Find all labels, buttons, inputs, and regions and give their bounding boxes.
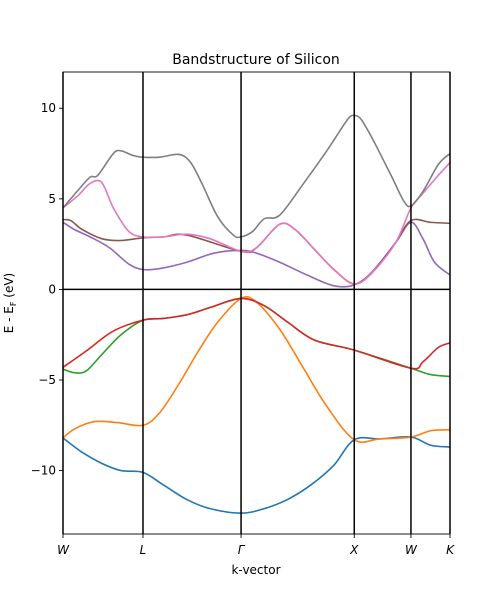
band-line-5 xyxy=(63,221,450,288)
y-axis-label-main: E - E xyxy=(2,306,16,333)
y-tick-label: 0 xyxy=(48,282,56,296)
y-tick-label: −5 xyxy=(38,373,56,387)
y-axis-label-subscript: F xyxy=(9,301,18,306)
x-tick-label: W xyxy=(57,543,70,557)
y-tick-label: 10 xyxy=(41,101,56,115)
x-tick-label: K xyxy=(446,543,455,557)
band-line-8 xyxy=(63,114,450,239)
band-line-4 xyxy=(63,297,450,370)
x-tick-label: Γ xyxy=(238,543,246,557)
x-axis-label: k-vector xyxy=(231,563,280,577)
y-tick-label: 5 xyxy=(48,192,56,206)
plot-area xyxy=(62,71,451,535)
band-line-3 xyxy=(63,297,450,378)
y-tick-label: −10 xyxy=(31,464,56,478)
axes-frame xyxy=(62,71,451,535)
band-line-6 xyxy=(63,218,450,285)
band-line-1 xyxy=(63,436,450,514)
band-line-7 xyxy=(63,162,450,285)
y-axis-label: E - EF (eV) xyxy=(2,273,18,334)
x-tick-label: L xyxy=(140,543,147,557)
x-tick-label: W xyxy=(405,543,418,557)
band-line-2 xyxy=(63,296,450,443)
y-axis-label-unit: (eV) xyxy=(2,273,16,302)
band-lines xyxy=(63,114,450,514)
chart-title: Bandstructure of Silicon xyxy=(172,52,340,68)
y-tick-labels: 10 5 0 −5 −10 xyxy=(31,101,63,478)
x-tick-label: X xyxy=(349,543,359,557)
